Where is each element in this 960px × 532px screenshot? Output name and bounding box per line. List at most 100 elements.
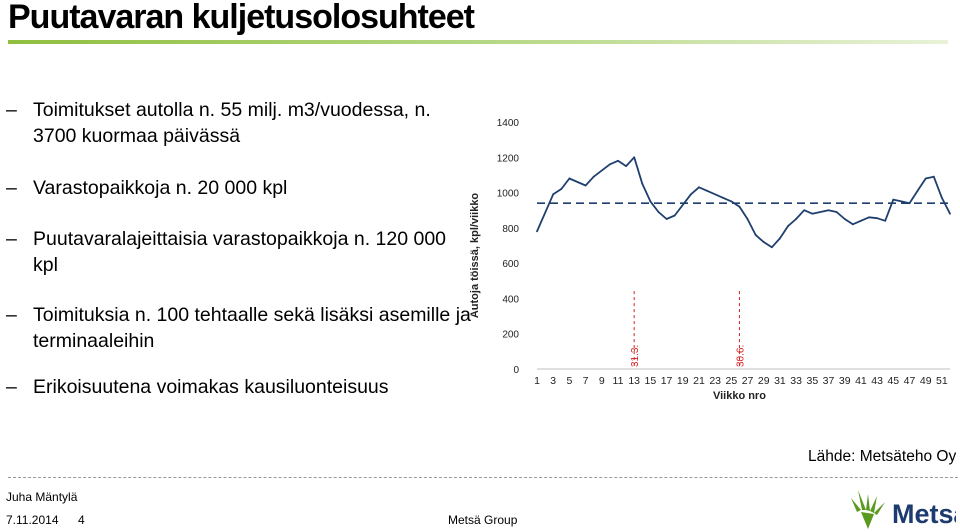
x-tick-label: 35 (806, 375, 818, 387)
x-tick-label: 1 (534, 375, 540, 387)
data-point (827, 209, 830, 212)
x-tick-label: 5 (566, 375, 572, 387)
data-point (770, 246, 773, 249)
x-tick-label: 33 (790, 375, 802, 387)
date-marker-label: 30.6. (735, 345, 746, 367)
data-point (779, 237, 781, 240)
data-point (851, 223, 854, 226)
data-point (560, 188, 563, 190)
data-point (876, 217, 879, 220)
data-point (641, 182, 644, 185)
x-tick-label: 39 (839, 375, 851, 387)
data-point (689, 193, 692, 196)
source-note: Lähde: Metsäteho Oy (808, 448, 957, 465)
x-tick-label: 25 (726, 375, 738, 387)
data-point (811, 212, 814, 215)
x-tick-label: 27 (742, 375, 754, 387)
data-point (625, 165, 627, 168)
data-point (754, 234, 757, 236)
footer-page-number: 4 (78, 513, 85, 527)
x-tick-label: 47 (904, 375, 916, 387)
x-tick-label: 17 (661, 375, 673, 387)
x-tick-label: 9 (599, 375, 605, 387)
data-point (900, 200, 903, 203)
x-tick-label: 23 (709, 375, 721, 387)
data-point (916, 189, 919, 192)
bullet-item: – Erikoisuutena voimakas kausiluonteisuus (6, 374, 476, 400)
x-tick-label: 29 (758, 375, 770, 387)
data-point (722, 196, 725, 199)
y-tick-label: 1200 (497, 153, 520, 164)
bullet-text: Toimitukset autolla n. 55 milj. m3/vuode… (33, 99, 431, 147)
bullet-marker: – (6, 376, 17, 398)
x-tick-label: 21 (693, 375, 705, 387)
x-tick-label: 49 (920, 375, 932, 387)
bullet-marker: – (6, 228, 17, 250)
x-tick-label: 31 (774, 375, 786, 387)
metsa-logo: Metsä (851, 490, 956, 529)
data-point (835, 211, 838, 213)
data-point (657, 211, 660, 213)
x-tick-label: 3 (550, 375, 556, 387)
tree-leaves-icon (851, 490, 885, 529)
data-point (730, 200, 733, 203)
bullet-item: – Varastopaikkoja n. 20 000 kpl (6, 175, 476, 201)
x-tick-label: 7 (583, 375, 589, 387)
y-tick-label: 1400 (497, 118, 520, 129)
data-point (787, 225, 789, 227)
y-tick-label: 1000 (497, 189, 520, 200)
x-tick-label: 13 (628, 375, 640, 387)
data-point (843, 218, 846, 220)
data-point (884, 219, 887, 222)
bullet-item: – Toimituksia n. 100 tehtaalle sekä lisäk… (6, 302, 476, 354)
x-tick-label: 51 (936, 375, 948, 387)
y-tick-label: 200 (502, 330, 519, 341)
data-point (698, 186, 700, 189)
y-axis-title: Autoja töissä, kpl/viikko (469, 193, 481, 319)
logo-wordmark: Metsä (892, 499, 956, 529)
data-point (738, 205, 741, 208)
x-tick-label: 45 (887, 375, 899, 387)
data-point (552, 193, 555, 196)
y-tick-label: 800 (502, 224, 519, 235)
data-point (633, 156, 636, 159)
data-point (746, 218, 749, 220)
data-point (892, 198, 895, 201)
x-axis-title: Viikko nro (713, 390, 766, 402)
bullet-marker: – (6, 177, 17, 199)
footer-company: Metsä Group (448, 513, 518, 527)
title-underline (8, 40, 948, 44)
bullet-text: Varastopaikkoja n. 20 000 kpl (33, 177, 288, 199)
bullet-text: Puutavaralajeittaisia varastopaikkoja n.… (33, 228, 447, 276)
footer-divider (8, 477, 958, 478)
footer-date: 7.11.2014 (6, 513, 59, 527)
data-point (932, 175, 935, 178)
data-point (941, 196, 943, 199)
bullet-list: – Toimitukset autolla n. 55 milj. m3/vuod… (6, 97, 476, 400)
data-point (949, 212, 951, 215)
y-tick-label: 400 (502, 294, 519, 305)
data-point (795, 218, 798, 220)
data-point (924, 177, 927, 180)
bullet-item: – Puutavaralajeittaisia varastopaikkoja n… (6, 226, 476, 278)
data-point (592, 175, 595, 178)
data-point (568, 177, 571, 180)
x-tick-label: 43 (871, 375, 883, 387)
bullet-text: Erikoisuutena voimakas kausiluonteisuus (33, 376, 389, 398)
series-line (536, 156, 951, 249)
x-tick-label: 19 (677, 375, 689, 387)
footer-author: Juha Mäntylä (6, 490, 78, 504)
x-tick-label: 37 (823, 375, 835, 387)
data-point (803, 209, 806, 212)
x-tick-label: 41 (855, 375, 867, 387)
x-tick-label: 15 (645, 375, 657, 387)
data-point (762, 241, 765, 243)
data-point (706, 189, 708, 192)
bullet-marker: – (6, 304, 17, 326)
data-point (673, 214, 676, 217)
data-point (649, 200, 652, 203)
data-point (584, 184, 587, 187)
bullet-text: Toimituksia n. 100 tehtaalle sekä lisäks… (33, 304, 471, 352)
slide-title: Puutavaran kuljetusolosuhteet (8, 0, 475, 36)
